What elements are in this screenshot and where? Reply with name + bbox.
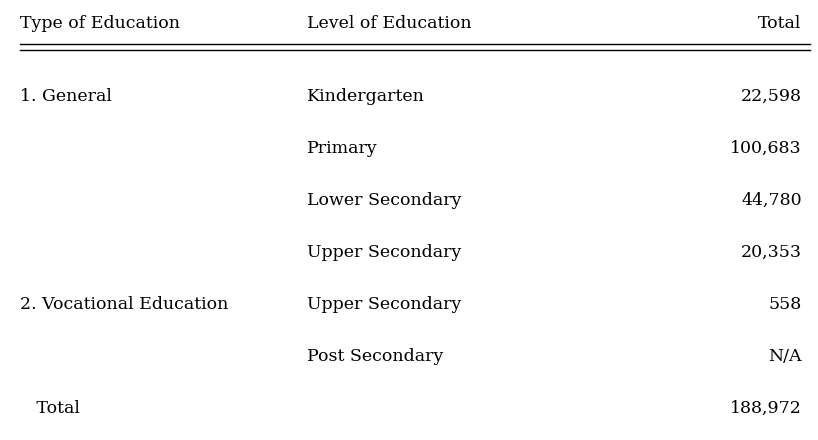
Text: 22,598: 22,598 [740, 88, 802, 105]
Text: 100,683: 100,683 [730, 140, 802, 157]
Text: Total: Total [20, 400, 80, 417]
Text: Lower Secondary: Lower Secondary [307, 192, 461, 209]
Text: 1. General: 1. General [20, 88, 112, 105]
Text: 188,972: 188,972 [730, 400, 802, 417]
Text: 44,780: 44,780 [741, 192, 802, 209]
Text: 2. Vocational Education: 2. Vocational Education [20, 296, 229, 313]
Text: Primary: Primary [307, 140, 377, 157]
Text: Level of Education: Level of Education [307, 15, 471, 33]
Text: Kindergarten: Kindergarten [307, 88, 425, 105]
Text: N/A: N/A [768, 348, 802, 365]
Text: 558: 558 [768, 296, 802, 313]
Text: Type of Education: Type of Education [20, 15, 181, 33]
Text: 20,353: 20,353 [740, 244, 802, 261]
Text: Upper Secondary: Upper Secondary [307, 296, 461, 313]
Text: Total: Total [758, 15, 802, 33]
Text: Upper Secondary: Upper Secondary [307, 244, 461, 261]
Text: Post Secondary: Post Secondary [307, 348, 443, 365]
